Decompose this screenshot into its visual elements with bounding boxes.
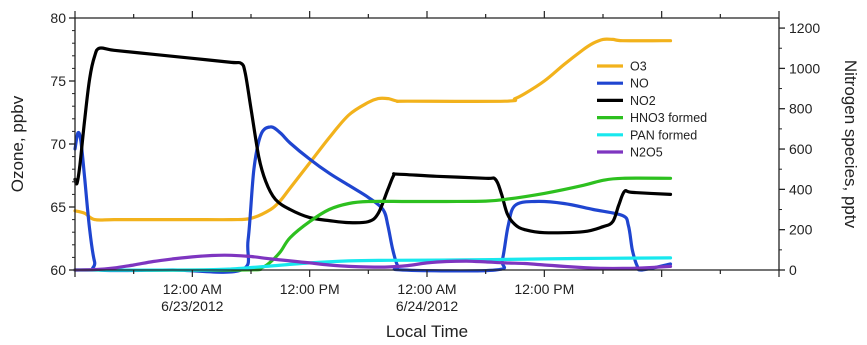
series-line-no2 xyxy=(73,46,673,235)
legend-label-pan-formed: PAN formed xyxy=(630,128,697,142)
legend-label-n2o5: N2O5 xyxy=(630,146,663,160)
right-axis-tick-label: 600 xyxy=(789,141,813,157)
right-axis-tick-label: 400 xyxy=(789,181,813,197)
left-axis-tick-label: 75 xyxy=(50,73,66,89)
legend: O3 NO NO2 HNO3 formed PAN formed N2O5 xyxy=(597,60,707,160)
legend-label-no2: NO2 xyxy=(630,94,656,108)
right-axis-title: Nitrogen species, pptv xyxy=(841,60,860,229)
series-line-n2o5 xyxy=(73,253,673,272)
right-axis-tick-label: 800 xyxy=(789,101,813,117)
right-axis-tick-label: 200 xyxy=(789,222,813,238)
legend-label-no: NO xyxy=(630,77,649,91)
series-line-no xyxy=(73,125,673,274)
legend-label-o3: O3 xyxy=(630,60,647,74)
left-axis-tick-label: 60 xyxy=(50,262,66,278)
x-axis-tick-date-label: 6/24/2012 xyxy=(396,298,458,314)
right-axis-tick-label: 1200 xyxy=(789,20,820,36)
series-layer xyxy=(73,37,673,274)
left-axis-title: Ozone, ppbv xyxy=(8,95,27,192)
series-line-o3 xyxy=(73,37,673,222)
x-axis-tick-label: 12:00 PM xyxy=(514,281,574,297)
series-line-hno3-formed xyxy=(73,176,673,272)
x-axis-tick-label: 12:00 PM xyxy=(280,281,340,297)
x-axis-tick-label: 12:00 AM xyxy=(163,281,222,297)
left-axis-tick-label: 70 xyxy=(50,136,66,152)
right-axis-tick-label: 1000 xyxy=(789,60,820,76)
left-axis-tick-label: 80 xyxy=(50,10,66,26)
left-axis-tick-label: 65 xyxy=(50,199,66,215)
x-axis-tick-label: 12:00 AM xyxy=(397,281,456,297)
x-axis-tick-date-label: 6/23/2012 xyxy=(161,298,223,314)
legend-label-hno3-formed: HNO3 formed xyxy=(630,111,707,125)
x-axis-title: Local Time xyxy=(386,322,468,341)
right-axis-tick-label: 0 xyxy=(789,262,797,278)
